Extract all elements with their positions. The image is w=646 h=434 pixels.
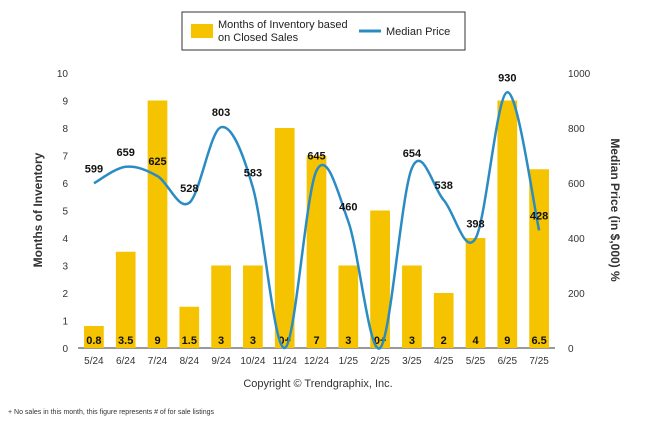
- x-axis-tick-label: 9/24: [211, 356, 231, 367]
- x-axis-tick-label: 5/24: [84, 356, 104, 367]
- right-axis-title: Median Price (in $,000) %: [608, 138, 622, 282]
- left-axis-tick-label: 5: [62, 207, 68, 218]
- x-axis-tick-label: 7/25: [529, 356, 549, 367]
- inventory-bar: [115, 251, 136, 348]
- inventory-bar-label: 3: [218, 335, 224, 347]
- inventory-bar: [433, 293, 454, 348]
- inventory-bar: [84, 326, 104, 348]
- median-price-label: 528: [180, 183, 198, 195]
- footnote-text: + No sales in this month, this figure re…: [8, 409, 215, 416]
- right-axis-tick-label: 400: [568, 234, 585, 245]
- inventory-bar: [274, 128, 295, 348]
- median-price-labels: 599 659 625 528 803 583 645 460 654 538 398 930 428: [85, 72, 549, 230]
- inventory-bar-label: 6.5: [531, 335, 546, 347]
- x-axis-tick-label: 1/25: [339, 356, 359, 367]
- inventory-bar-label: 3.5: [118, 335, 133, 347]
- x-axis-tick-label: 2/25: [370, 356, 390, 367]
- median-price-label: 583: [244, 168, 262, 180]
- inventory-bar-label: 0.8: [86, 335, 101, 347]
- median-price-label: 659: [117, 147, 135, 159]
- x-axis-tick-label: 5/25: [466, 356, 486, 367]
- inventory-bar-label: 1.5: [182, 335, 197, 347]
- legend: Months of Inventory based on Closed Sale…: [181, 11, 466, 51]
- median-price-line-layer: [93, 90, 541, 350]
- legend-swatch-inventory: [191, 24, 213, 38]
- median-price-label: 625: [148, 156, 166, 168]
- median-price-label: 398: [466, 219, 484, 231]
- right-axis-tick-label: 800: [568, 124, 585, 135]
- inventory-bar-label: 3: [345, 335, 351, 347]
- inventory-bar-label: 2: [441, 335, 447, 347]
- inventory-bar: [211, 265, 231, 348]
- median-price-label: 645: [307, 151, 325, 163]
- inventory-bar-label: 3: [250, 335, 256, 347]
- right-axis-tick-label: 0: [568, 344, 574, 355]
- legend-box: [181, 11, 466, 51]
- inventory-bar-label: 9: [504, 335, 510, 347]
- inventory-bar: [370, 210, 390, 348]
- inventory-bars: [84, 100, 549, 348]
- inventory-bar: [179, 306, 200, 348]
- x-axis-labels: 5/24 6/24 7/24 8/24 9/24 10/24 11/24 12/24 1/25 2…: [84, 356, 549, 367]
- median-price-line: [93, 90, 541, 350]
- copyright-text: Copyright © Trendgraphix, Inc.: [243, 378, 392, 390]
- right-axis-tick-label: 600: [568, 179, 585, 190]
- median-price-label: 599: [85, 163, 103, 175]
- left-axis-tick-label: 10: [57, 69, 69, 80]
- right-axis-tick-label: 1000: [568, 69, 591, 80]
- x-axis-tick-label: 8/24: [180, 356, 200, 367]
- inventory-bar: [243, 265, 263, 348]
- x-axis-tick-label: 12/24: [304, 356, 329, 367]
- median-price-label: 538: [435, 180, 453, 192]
- inventory-bar: [497, 100, 518, 348]
- x-axis-tick-label: 6/25: [498, 356, 518, 367]
- left-axis-tick-label: 4: [62, 234, 68, 245]
- inventory-bar-label: 9: [154, 335, 160, 347]
- left-axis-tick-label: 1: [62, 317, 68, 328]
- median-price-label: 428: [530, 210, 548, 222]
- median-price-label: 930: [498, 72, 516, 84]
- x-axis-tick-label: 11/24: [273, 356, 298, 367]
- left-axis-tick-label: 6: [62, 179, 68, 190]
- legend-label-median-price: Median Price: [386, 26, 450, 38]
- left-axis-tick-label: 9: [62, 97, 68, 108]
- left-axis-tick-label: 2: [62, 289, 68, 300]
- left-axis-tick-label: 0: [62, 344, 68, 355]
- legend-label-inventory-line2: on Closed Sales: [218, 32, 299, 44]
- inventory-bar-labels: 0.8 3.5 9 1.5 3 3 0+ 7 3 0+ 3 2 4 9 6.5: [86, 335, 546, 347]
- inventory-bar: [465, 238, 486, 348]
- inventory-bar-label: 7: [313, 335, 319, 347]
- legend-label-inventory-line1: Months of Inventory based: [218, 19, 348, 31]
- inventory-bar: [306, 155, 327, 348]
- left-axis-tick-label: 7: [62, 152, 68, 163]
- inventory-bar-label: 4: [472, 335, 479, 347]
- median-price-label: 803: [212, 107, 230, 119]
- x-axis-tick-label: 6/24: [116, 356, 136, 367]
- x-axis-tick-label: 10/24: [240, 356, 265, 367]
- left-axis-tick-label: 8: [62, 124, 68, 135]
- left-axis-ticks: 0 1 2 3 4 5 6 7 8 9 10: [57, 69, 69, 355]
- inventory-bar: [402, 265, 422, 348]
- inventory-bar: [147, 100, 168, 348]
- median-price-label: 654: [403, 148, 422, 160]
- x-axis-tick-label: 7/24: [148, 356, 168, 367]
- right-axis-ticks: 0 200 400 600 800 1000: [568, 69, 591, 355]
- left-axis-tick-label: 3: [62, 262, 68, 273]
- x-axis-tick-label: 3/25: [402, 356, 422, 367]
- right-axis-tick-label: 200: [568, 289, 585, 300]
- inventory-bar-label: 3: [409, 335, 415, 347]
- inventory-bar: [338, 265, 359, 348]
- median-price-label: 460: [339, 202, 357, 214]
- x-axis-tick-label: 4/25: [434, 356, 454, 367]
- left-axis-title: Months of Inventory: [31, 152, 45, 267]
- inventory-bar: [529, 169, 549, 348]
